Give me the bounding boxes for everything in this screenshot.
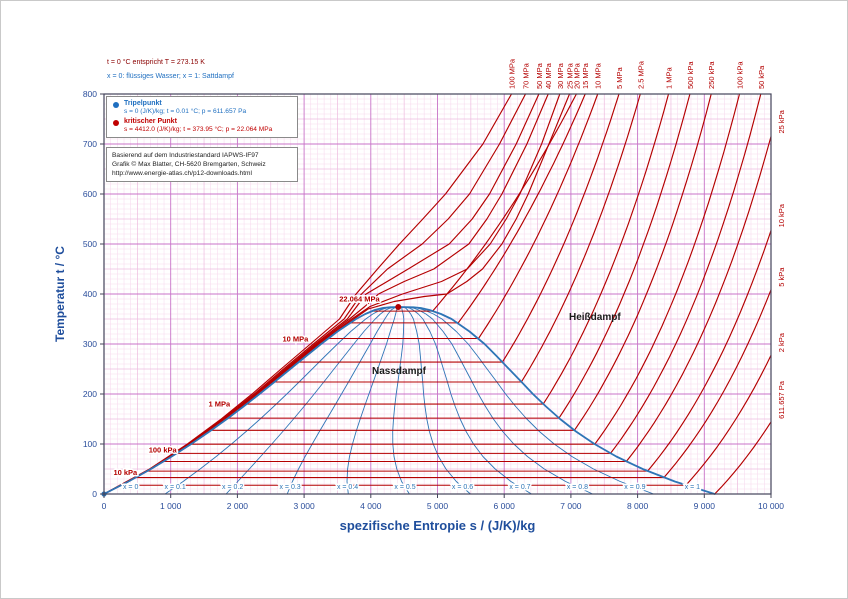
svg-text:x = 0.9: x = 0.9 [624,484,645,491]
svg-text:22.064 MPa: 22.064 MPa [339,295,380,304]
svg-text:500: 500 [83,239,97,249]
svg-text:500 kPa: 500 kPa [686,61,695,89]
legend-row-triple-point: Tripelpunkt s = 0 (J/K)/kg; t = 0.01 °C;… [112,100,292,116]
svg-text:x = 1: x = 1 [685,484,700,491]
triple-point-name: Tripelpunkt [124,100,162,107]
svg-text:30 MPa: 30 MPa [556,62,565,89]
region-label-wet-steam: Nassdampf [372,366,426,377]
svg-text:600: 600 [83,189,97,199]
svg-text:400: 400 [83,289,97,299]
svg-text:10 000: 10 000 [758,501,784,511]
svg-text:10 MPa: 10 MPa [282,335,309,344]
attribution-url: http://www.energie-atlas.ch/p12-download… [112,170,253,177]
svg-text:x = 0.5: x = 0.5 [394,484,415,491]
svg-text:3 000: 3 000 [293,501,315,511]
svg-text:2 kPa: 2 kPa [777,332,786,352]
svg-text:5 000: 5 000 [427,501,449,511]
svg-text:25 MPa: 25 MPa [565,62,574,89]
svg-text:9 000: 9 000 [694,501,716,511]
svg-text:5 MPa: 5 MPa [615,66,624,89]
svg-text:x = 0.1: x = 0.1 [165,484,186,491]
svg-text:10 kPa: 10 kPa [113,468,138,477]
svg-text:100 kPa: 100 kPa [149,446,178,455]
svg-text:50 kPa: 50 kPa [757,65,766,89]
svg-text:8 000: 8 000 [627,501,649,511]
svg-text:50 MPa: 50 MPa [535,62,544,89]
svg-text:x = 0.3: x = 0.3 [279,484,300,491]
svg-text:700: 700 [83,139,97,149]
svg-text:4 000: 4 000 [360,501,382,511]
svg-text:1 MPa: 1 MPa [665,66,674,89]
svg-text:100 kPa: 100 kPa [735,61,744,89]
svg-text:6 000: 6 000 [494,501,516,511]
svg-text:x = 0.8: x = 0.8 [567,484,588,491]
svg-text:100: 100 [83,439,97,449]
svg-text:2.5 MPa: 2.5 MPa [636,60,645,89]
svg-text:5 kPa: 5 kPa [777,267,786,287]
critical-point-detail: s = 4412.0 (J/K)/kg; t = 373.95 °C; p = … [124,126,273,133]
svg-text:0: 0 [92,489,97,499]
svg-text:7 000: 7 000 [560,501,582,511]
legend: Tripelpunkt s = 0 (J/K)/kg; t = 0.01 °C;… [106,96,298,138]
svg-text:x = 0.4: x = 0.4 [337,484,358,491]
svg-text:70 MPa: 70 MPa [522,62,531,89]
svg-text:x = 0.2: x = 0.2 [222,484,243,491]
svg-text:40 MPa: 40 MPa [544,62,553,89]
svg-text:200: 200 [83,389,97,399]
svg-text:10 MPa: 10 MPa [594,62,603,89]
region-label-superheated-steam: Heißdampf [569,312,621,323]
svg-text:800: 800 [83,89,97,99]
y-axis-title: Temperatur t / °C [53,246,67,342]
svg-text:x = 0: x = 0 [123,484,138,491]
attribution-author: Grafik © Max Blatter, CH-5620 Bremgarten… [112,161,266,168]
note-quality-definition: x = 0: flüssiges Wasser; x = 1: Sattdamp… [107,73,234,80]
svg-text:250 kPa: 250 kPa [707,61,716,89]
attribution-box: Basierend auf dem Industriestandard IAPW… [106,147,298,182]
critical-point-name: kritischer Punkt [124,118,177,125]
triple-point-legend-marker [113,102,119,108]
attribution-standard: Basierend auf dem Industriestandard IAPW… [112,152,259,159]
svg-text:2 000: 2 000 [227,501,249,511]
svg-text:1 MPa: 1 MPa [209,400,232,409]
svg-text:20 MPa: 20 MPa [572,62,581,89]
svg-text:100 MPa: 100 MPa [508,58,517,89]
triple-point-detail: s = 0 (J/K)/kg; t = 0.01 °C; p = 611.657… [124,108,247,115]
svg-text:25 kPa: 25 kPa [777,109,786,133]
svg-text:1 000: 1 000 [160,501,182,511]
svg-text:0: 0 [102,501,107,511]
svg-text:300: 300 [83,339,97,349]
svg-text:x = 0.6: x = 0.6 [452,484,473,491]
svg-text:x = 0.7: x = 0.7 [509,484,530,491]
svg-text:611.657 Pa: 611.657 Pa [777,380,786,419]
legend-row-critical-point: kritischer Punkt s = 4412.0 (J/K)/kg; t … [112,118,292,134]
svg-text:15 MPa: 15 MPa [581,62,590,89]
note-temperature-conversion: t = 0 °C entspricht T = 273.15 K [107,59,205,66]
svg-text:10 kPa: 10 kPa [777,203,786,227]
x-axis-title: spezifische Entropie s / (J/K)/kg [339,518,536,533]
critical-point-legend-marker [113,120,119,126]
